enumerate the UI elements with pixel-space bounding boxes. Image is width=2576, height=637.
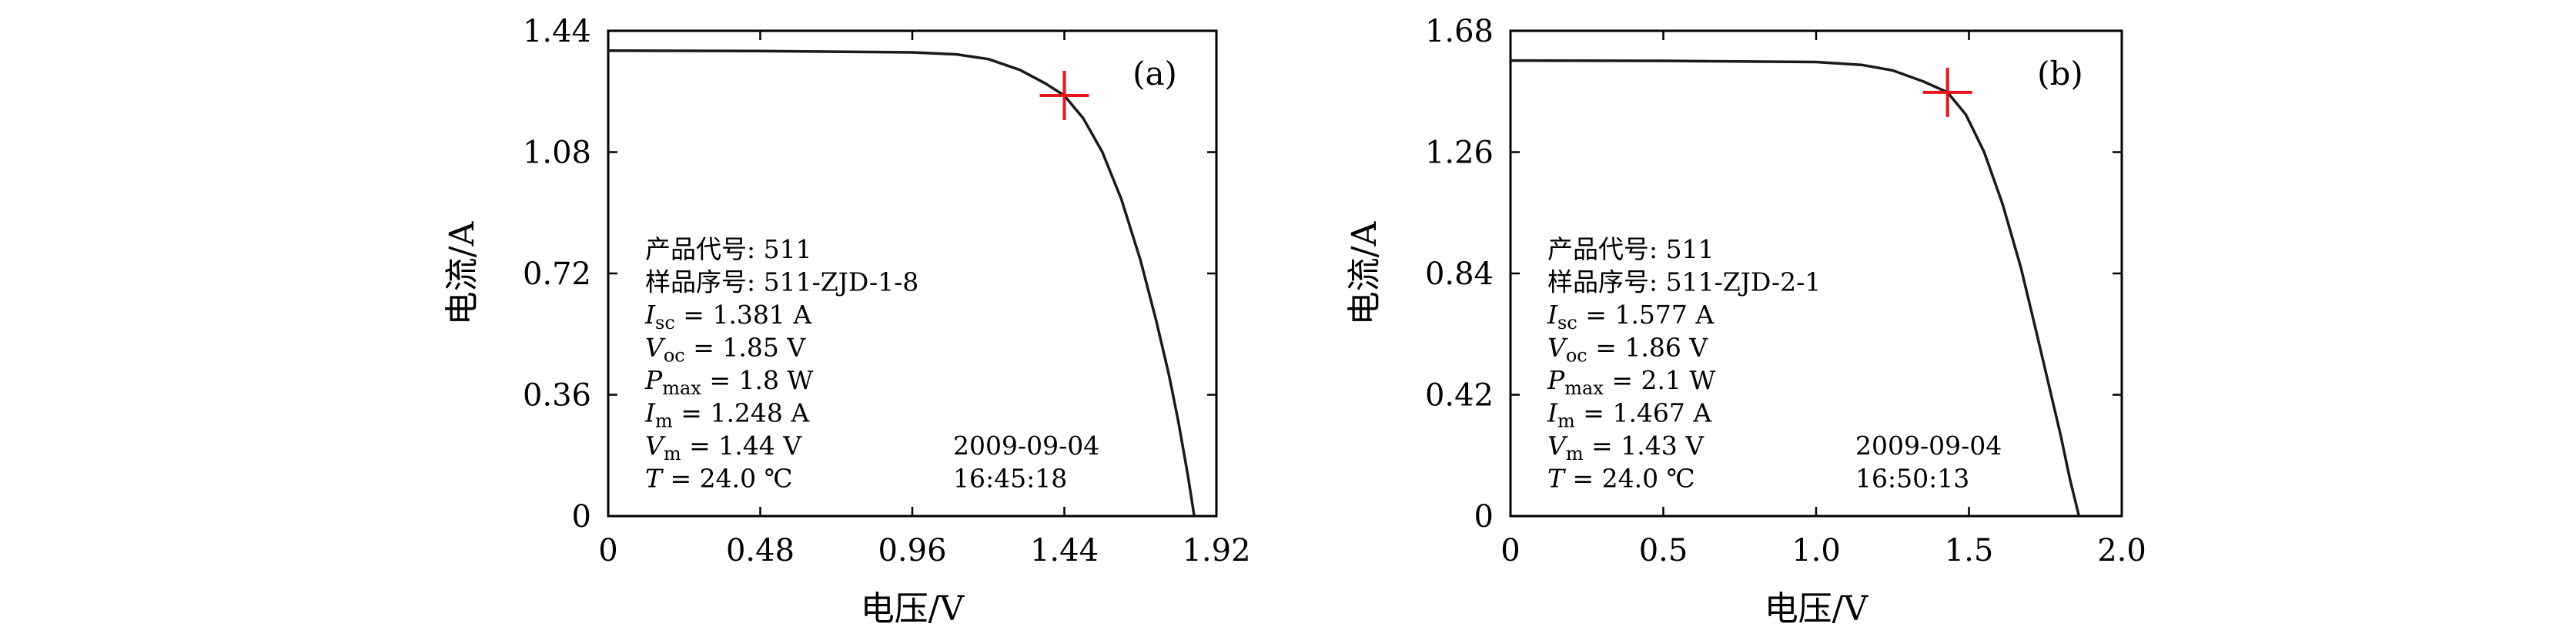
x-tick-label: 0.48 [726,533,795,568]
panel-label: (a) [1132,55,1177,92]
y-tick-label: 0.42 [1425,378,1494,414]
y-tick-label: 1.68 [1425,14,1494,49]
y-tick-label: 0 [1474,499,1494,535]
annotation-line: Pmax = 2.1 W [1547,365,1715,399]
y-tick-label: 1.44 [523,14,591,49]
annotation-line: Im = 1.467 A [1547,398,1712,432]
max-power-point-marker [1039,71,1089,120]
annotation-line: Vm = 1.43 V [1547,431,1705,464]
y-axis-title: 电流/A [443,220,482,325]
annotation-line: Vm = 1.44 V [645,431,802,464]
panel-b: 0 0.5 1.0 1.5 2.0 0 0.42 0.84 1.26 1.68 电压/V 电流/A (b… [1345,14,2146,629]
measurement-date: 2009-09-04 [1855,431,2002,461]
annotation-line: Pmax = 1.8 W [644,365,813,399]
annotation-line: Voc = 1.85 V [645,333,806,367]
y-tick-label: 1.08 [523,136,591,171]
measurement-time: 16:50:13 [1855,464,1969,494]
y-tick-label: 0.84 [1425,256,1494,292]
x-axis-title: 电压/V [1765,589,1869,629]
y-tick-label: 0.72 [523,256,591,292]
x-tick-label: 0.5 [1639,533,1688,568]
x-tick-label: 1.5 [1945,533,1994,568]
annotation-line: T = 24.0 ℃ [1547,464,1695,494]
x-tick-label: 2.0 [2097,533,2146,568]
annotation-line: 产品代号: 511 [645,234,812,264]
panel-a: 0 0.48 0.96 1.44 1.92 0 0.36 0.72 1.08 1.44 电压/V 电流… [443,14,1251,629]
x-tick-label: 0 [598,533,617,568]
x-axis-title: 电压/V [861,589,965,629]
annotation-line: Isc = 1.577 A [1547,300,1715,334]
x-tick-label: 1.0 [1791,533,1841,568]
x-tick-label: 0 [1500,533,1520,568]
y-tick-label: 0.36 [523,378,591,414]
panel-label: (b) [2037,55,2083,92]
annotation-line: Im = 1.248 A [644,398,810,432]
annotation-line: 样品序号: 511-ZJD-2-1 [1547,267,1821,297]
x-tick-label: 1.44 [1030,533,1099,568]
iv-curve-line [607,49,1196,517]
measurement-time: 16:45:18 [953,464,1067,494]
x-tick-label: 1.92 [1182,533,1250,568]
x-tick-label: 0.96 [878,533,946,568]
max-power-point-marker [1922,67,1972,117]
iv-curve-line [1510,59,2081,517]
annotation-line: 样品序号: 511-ZJD-1-8 [645,267,918,297]
y-tick-label: 1.26 [1425,136,1494,171]
measurement-date: 2009-09-04 [953,431,1099,461]
annotation-line: T = 24.0 ℃ [645,464,793,494]
annotation-line: Voc = 1.86 V [1547,333,1708,367]
y-tick-label: 0 [572,499,591,535]
annotation-line: Isc = 1.381 A [644,300,812,334]
annotation-line: 产品代号: 511 [1547,234,1715,264]
y-axis-title: 电流/A [1345,220,1384,325]
